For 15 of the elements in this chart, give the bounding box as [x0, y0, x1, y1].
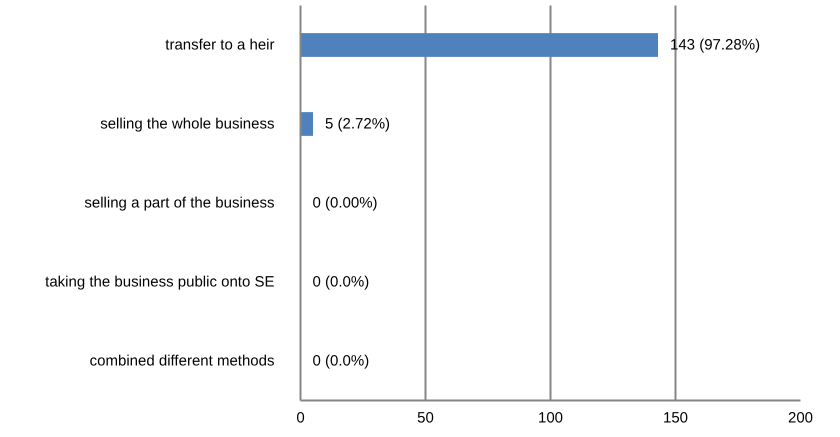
x-tick-label: 200	[788, 410, 814, 426]
y-tick-label: combined different methods	[90, 352, 275, 370]
y-tick-label: selling a part of the business	[84, 194, 275, 212]
x-tick-label: 0	[296, 410, 305, 426]
x-tick-label: 100	[538, 410, 564, 426]
x-tick-label: 150	[662, 410, 688, 426]
y-tick-label: transfer to a heir	[165, 36, 275, 54]
data-label: 143 (97.28%)	[670, 36, 760, 54]
data-label: 5 (2.72%)	[325, 116, 390, 132]
x-tick-label: 50	[417, 410, 434, 426]
y-tick-label: selling the whole business	[100, 116, 275, 132]
data-label: 0 (0.0%)	[312, 274, 370, 290]
data-label: 0 (0.0%)	[312, 352, 370, 370]
data-label: 0 (0.00%)	[312, 194, 378, 212]
y-tick-label: taking the business public onto SE	[45, 274, 275, 290]
